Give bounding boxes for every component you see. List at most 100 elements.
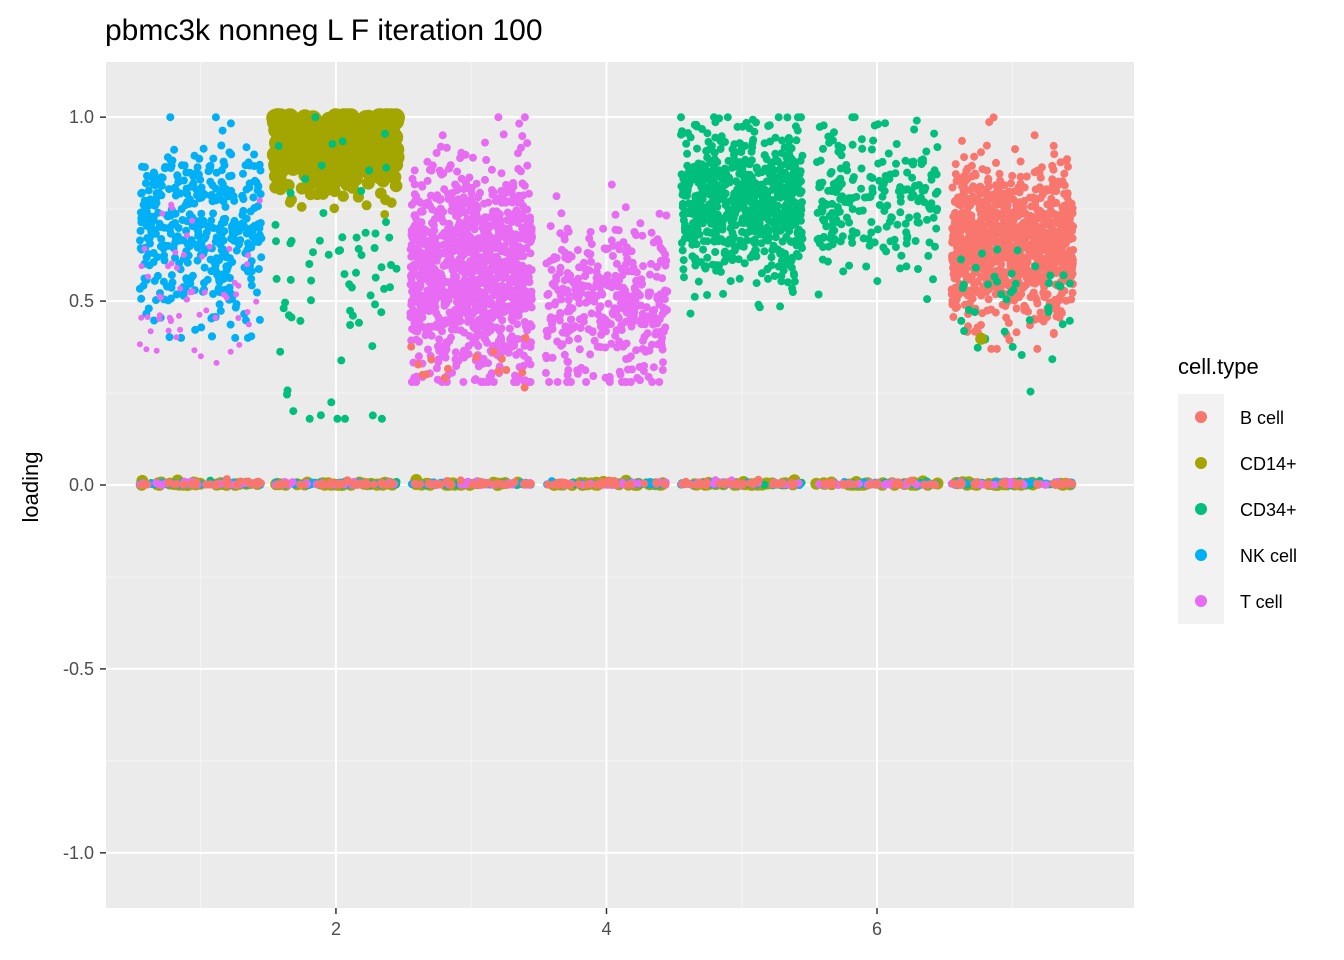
data-point xyxy=(179,176,188,185)
data-point xyxy=(354,244,363,253)
data-point xyxy=(743,176,752,185)
data-point xyxy=(922,147,931,156)
data-point xyxy=(514,149,522,158)
data-point xyxy=(160,223,168,232)
data-point xyxy=(546,222,555,231)
data-point xyxy=(343,174,357,188)
data-point xyxy=(615,276,624,285)
data-point xyxy=(503,343,512,352)
data-point xyxy=(647,228,656,237)
data-point xyxy=(893,220,902,229)
data-point xyxy=(428,232,437,241)
data-point xyxy=(168,278,177,287)
data-point xyxy=(796,210,805,219)
data-point xyxy=(223,264,232,273)
data-point xyxy=(587,309,596,318)
data-point xyxy=(410,180,419,189)
data-point xyxy=(839,267,848,276)
data-point xyxy=(432,309,441,318)
data-point xyxy=(621,203,630,212)
data-point xyxy=(678,190,687,199)
data-point xyxy=(814,290,823,299)
data-point xyxy=(459,193,468,202)
data-point xyxy=(884,149,893,158)
data-point xyxy=(211,264,220,273)
data-point xyxy=(149,258,158,267)
data-point xyxy=(371,273,380,282)
data-point xyxy=(907,186,916,195)
data-point xyxy=(890,235,899,244)
data-point xyxy=(707,200,716,209)
data-point xyxy=(718,218,727,226)
data-point xyxy=(746,253,755,262)
data-point xyxy=(687,167,696,176)
data-point xyxy=(488,190,497,199)
data-point xyxy=(791,187,800,195)
data-point xyxy=(896,183,905,192)
data-point xyxy=(630,316,639,325)
data-point xyxy=(414,360,423,369)
data-point xyxy=(614,226,623,235)
data-point xyxy=(487,165,496,174)
data-point xyxy=(462,199,470,208)
data-point xyxy=(465,173,474,182)
data-point xyxy=(382,218,390,227)
data-point xyxy=(711,133,720,142)
data-point xyxy=(338,233,347,242)
data-point xyxy=(950,197,959,206)
data-point xyxy=(907,193,916,202)
data-point xyxy=(245,321,252,328)
data-point xyxy=(649,363,658,372)
data-point xyxy=(571,322,580,331)
data-point xyxy=(440,374,449,383)
data-point xyxy=(712,224,721,233)
data-point xyxy=(661,250,670,259)
data-point xyxy=(619,304,628,313)
data-point xyxy=(187,480,196,489)
data-point xyxy=(585,234,594,243)
data-point xyxy=(731,148,740,157)
data-point xyxy=(187,236,196,245)
data-point xyxy=(679,256,688,265)
data-point xyxy=(556,263,565,272)
data-point xyxy=(710,148,719,157)
data-point xyxy=(385,233,394,242)
data-point xyxy=(149,212,158,221)
data-point xyxy=(499,287,508,296)
data-point xyxy=(222,253,231,262)
data-point xyxy=(547,265,556,274)
data-point xyxy=(328,140,337,148)
data-point xyxy=(239,169,247,178)
data-point xyxy=(200,263,209,272)
data-point xyxy=(639,367,648,375)
data-point xyxy=(1008,171,1017,180)
data-point xyxy=(660,480,669,489)
data-point xyxy=(724,236,733,245)
data-point xyxy=(662,211,671,220)
data-point xyxy=(369,480,378,489)
data-point xyxy=(500,307,509,316)
data-point xyxy=(423,157,432,166)
data-point xyxy=(1004,318,1013,327)
data-point xyxy=(910,125,919,134)
data-point xyxy=(278,118,297,137)
data-point xyxy=(467,307,476,316)
data-point xyxy=(216,223,224,232)
data-point xyxy=(434,241,443,250)
data-point xyxy=(197,353,204,360)
data-point xyxy=(833,203,842,211)
data-point xyxy=(652,479,661,487)
data-point xyxy=(590,291,599,300)
data-point xyxy=(216,306,225,315)
data-point xyxy=(140,218,149,227)
data-point xyxy=(645,314,654,323)
data-point xyxy=(883,201,892,210)
data-point xyxy=(166,113,175,122)
data-point xyxy=(299,480,308,489)
data-point xyxy=(466,232,474,241)
data-point xyxy=(721,201,730,210)
data-point xyxy=(527,338,535,347)
data-point xyxy=(345,280,354,289)
data-point xyxy=(236,341,243,348)
data-point xyxy=(766,201,775,210)
